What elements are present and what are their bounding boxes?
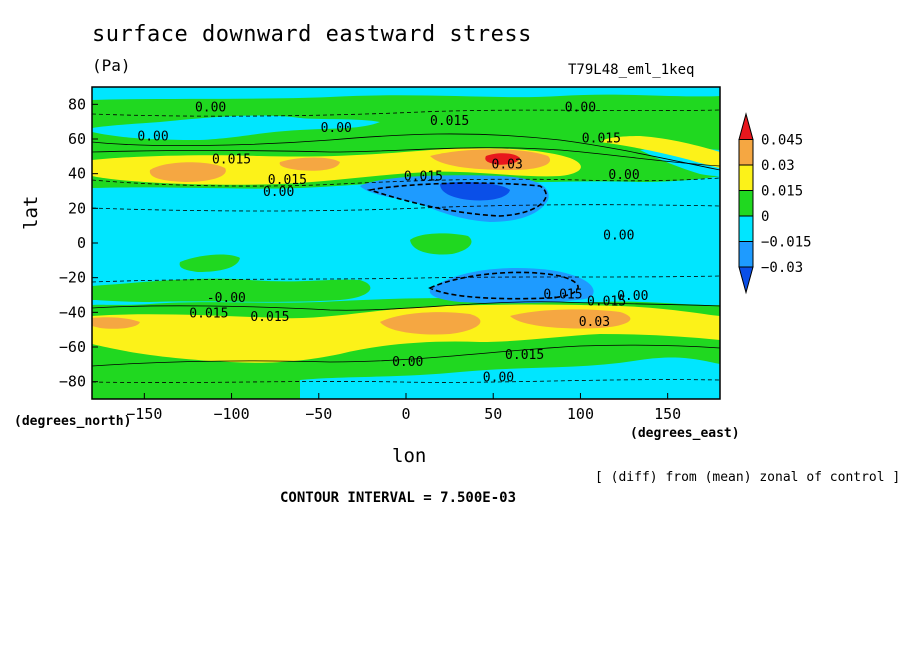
colorbar-swatch (738, 241, 754, 268)
y-units-label: (degrees_north) (14, 414, 132, 429)
colorbar-label: −0.03 (761, 260, 803, 276)
colorbar-swatch (738, 164, 754, 191)
x-units-label: (degrees_east) (630, 426, 740, 441)
island-equator (410, 233, 472, 255)
region-orange-north-1 (149, 162, 226, 182)
colorbar-label: 0.045 (761, 133, 803, 149)
contour-label: 0.00 (195, 100, 226, 115)
x-tick-group: −150 −100 −50 0 50 100 150 (126, 393, 681, 423)
contour-label: 0.015 (404, 170, 443, 185)
region-yellow-north-east (600, 136, 720, 168)
region-orange-south-1 (380, 312, 481, 335)
run-label: T79L48_eml_1keq (568, 62, 695, 78)
contour-label: 0.015 (268, 173, 307, 188)
contour-label: 0.015 (250, 310, 289, 325)
x-axis-label: lon (392, 445, 427, 467)
contour-label: 0.015 (430, 114, 469, 129)
y-tick-label: 40 (68, 165, 86, 183)
region-negative-north (92, 87, 720, 100)
colorbar: 0.045 0.03 0.015 0 −0.015 −0.03 (738, 112, 812, 295)
y-tick-label: −40 (59, 303, 86, 321)
region-darkblue-north (440, 182, 510, 201)
contour-label: 0.03 (492, 157, 523, 172)
y-tick-label: 20 (68, 199, 86, 217)
x-tick-label: 50 (484, 405, 502, 423)
colorbar-swatch (738, 139, 754, 166)
x-tick-label: −100 (213, 405, 249, 423)
y-tick-label: −20 (59, 269, 86, 287)
contour-label: -0.00 (207, 291, 246, 306)
x-tick-label: 100 (567, 405, 594, 423)
colorbar-label: −0.015 (761, 235, 812, 251)
colorbar-label: 0 (761, 209, 769, 225)
x-tick-label: 150 (654, 405, 681, 423)
contour-label: 0.015 (189, 307, 228, 322)
contour-label: 0.015 (505, 348, 544, 363)
y-tick-label: −80 (59, 373, 86, 391)
contour-interval: CONTOUR INTERVAL = 7.500E-03 (280, 490, 517, 506)
footnote: [ (diff) from (mean) zonal of control ] (595, 470, 901, 485)
contour-lines (92, 109, 720, 383)
contour-label: 0.00 (137, 130, 168, 145)
x-tick-label: −150 (126, 405, 162, 423)
contour-label: 0.03 (579, 315, 610, 330)
chart-title: surface downward eastward stress (92, 22, 532, 47)
contour-label: 0.00 (603, 229, 634, 244)
y-tick-label: 60 (68, 130, 86, 148)
colorbar-bottom-arrow (738, 266, 754, 295)
contour-label: 0.015 (582, 131, 621, 146)
x-tick-label: −50 (305, 405, 332, 423)
x-tick-label: 0 (401, 405, 410, 423)
contour-label: 0.00 (263, 185, 294, 200)
y-axis-label: lat (20, 195, 42, 230)
y-tick-label: 80 (68, 95, 86, 113)
region-negative-north2 (92, 115, 380, 140)
colorbar-label: 0.015 (761, 184, 803, 200)
contour-label: 0.00 (608, 168, 639, 183)
region-red-north (485, 153, 520, 165)
contour-label: 0.015 (212, 152, 251, 167)
region-negative-south (300, 357, 720, 399)
y-tick-label: 0 (77, 234, 86, 252)
region-orange-south-2 (510, 309, 631, 329)
contour-label: 0.00 (617, 289, 648, 304)
island-south (92, 278, 371, 302)
contour-label: 0.00 (565, 100, 596, 115)
contour-label: 0.015 (543, 287, 582, 302)
contour-label: 0.00 (392, 355, 423, 370)
colorbar-label: 0.03 (761, 158, 795, 174)
colorbar-swatch (738, 190, 754, 217)
y-tick-group: 80 60 40 20 0 −20 −40 −60 −80 (59, 95, 98, 391)
colorbar-top-arrow (738, 112, 754, 140)
contour-label: 0.00 (321, 121, 352, 136)
y-tick-label: −60 (59, 338, 86, 356)
colorbar-swatch (738, 215, 754, 242)
region-orange-south-3 (92, 317, 140, 329)
region-orange-north-2 (279, 157, 340, 171)
contour-label: 0.015 (587, 294, 626, 309)
units-label: (Pa) (92, 56, 131, 75)
contour-label: 0.00 (483, 371, 514, 386)
island-south-west (179, 254, 240, 272)
